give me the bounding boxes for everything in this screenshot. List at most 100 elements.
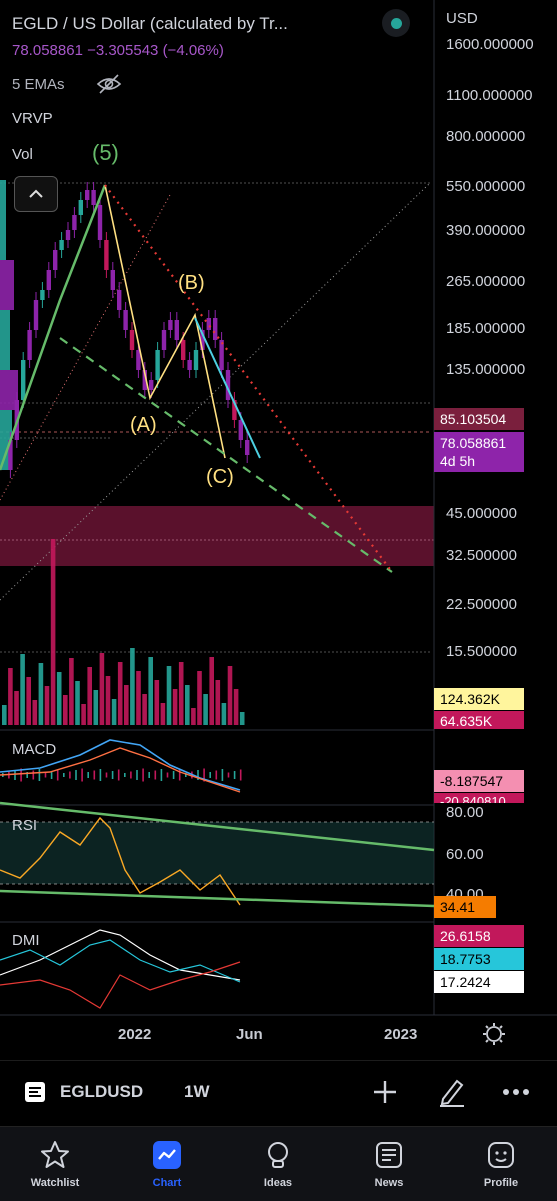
volume-bar [215,680,221,725]
price-change: 78.058861 −3.305543 (−4.06%) [12,42,224,59]
candle [225,370,231,400]
dmi-label[interactable]: DMI [12,932,40,949]
volume-bar [142,694,147,725]
price-label: 265.000000 [446,273,526,290]
macd-label[interactable]: MACD [12,741,57,758]
indicator-vol[interactable]: Vol [12,146,33,163]
candle [8,440,13,470]
gear-icon[interactable] [483,1023,505,1045]
rsi-level: 60.00 [446,846,484,863]
collapse-button[interactable] [14,176,58,212]
volume-bar [197,671,202,725]
macd-bar [117,769,120,781]
price-label: 45.000000 [446,505,517,522]
more-button[interactable] [502,1061,530,1123]
macd-bar [81,768,83,782]
indicator-vrvp[interactable]: VRVP [12,110,53,127]
volume-bar [20,654,25,725]
candle [110,270,115,290]
wave-b-label: (B) [178,272,205,294]
macd-bar [154,770,157,780]
macd-bar [130,771,132,779]
nav-news[interactable]: News [344,1127,434,1201]
candle [91,190,96,205]
macd-bar [197,770,199,780]
symbol-title[interactable]: EGLD / US Dollar (calculated by Tr... [12,14,288,33]
macd-bar [148,772,150,778]
volume-bar [63,695,68,725]
nav-ideas[interactable]: Ideas [233,1127,323,1201]
macd-bar [136,770,138,780]
market-status-icon[interactable] [382,9,410,37]
rsi-level: 80.00 [446,804,484,821]
macd-bar [178,769,181,781]
macd-bar [38,769,41,781]
level-price-tag: 85.103504 [434,408,524,430]
candle [129,330,135,350]
nav-label: Profile [483,1177,519,1189]
macd-bar [227,772,230,778]
candle [193,350,199,370]
macd-bar [26,772,28,778]
volume-bar [99,653,105,725]
macd-bar [239,769,242,781]
volume-tag: 64.635K [434,711,524,729]
more-dots-icon [503,1089,529,1095]
indicator-emas[interactable]: 5 EMAs [12,76,65,93]
symbol-selector[interactable]: EGLDUSD [24,1061,143,1123]
price-label: 15.500000 [446,643,517,660]
macd-bar [124,773,126,777]
candle [117,290,122,310]
coin-logo-icon [25,1082,45,1102]
last-price-tag: 78.058861 [434,432,524,454]
eye-hidden-icon[interactable] [96,72,122,96]
macd-bar [69,771,71,779]
price-label: 32.500000 [446,547,517,564]
macd-bar [111,771,114,779]
chart-icon [153,1141,181,1169]
bar-countdown-tag: 4d 5h [434,450,524,472]
news-icon [376,1142,402,1168]
nav-profile[interactable]: Profile [456,1127,546,1201]
volume-bar [191,708,196,725]
rsi-label[interactable]: RSI [12,817,38,834]
candle [40,290,45,300]
plus-icon [374,1081,396,1103]
bottom-navigation: Watchlist Chart Ideas News Profile [0,1126,557,1201]
chart-canvas[interactable] [0,0,557,1060]
nav-chart[interactable]: Chart [122,1127,212,1201]
drawing-tools-button[interactable] [438,1061,466,1123]
lightbulb-icon [268,1142,288,1168]
currency-label: USD [446,10,478,27]
add-button[interactable] [372,1061,398,1123]
candle [187,360,192,370]
price-label: 1100.000000 [446,87,533,104]
candle [136,350,141,370]
nav-watchlist[interactable]: Watchlist [10,1127,100,1201]
macd-bar [50,771,53,779]
time-label: 2023 [384,1026,418,1043]
volume-bar [185,685,190,725]
macd-bar [221,769,224,781]
volume-bar [154,680,160,725]
volume-bar [93,690,99,725]
volume-bar [148,657,153,725]
candle [245,440,250,455]
interval-selector[interactable]: 1W [184,1082,210,1101]
candle [155,350,160,380]
volume-bar [130,648,135,725]
volume-bar [38,663,44,725]
candle [174,320,179,340]
signal-value-tag: -20.840810 [434,793,524,803]
profile-icon [488,1142,514,1168]
volume-bar [124,685,129,725]
volume-bar [75,681,80,725]
volume-bar [160,703,166,725]
nav-label: Chart [152,1177,182,1189]
candle [53,250,58,270]
macd-bar [20,768,22,782]
candle [232,400,237,420]
price-label: 135.000000 [446,361,526,378]
candle [104,240,109,270]
dmi-minus-tag: 18.7753 [434,948,524,970]
